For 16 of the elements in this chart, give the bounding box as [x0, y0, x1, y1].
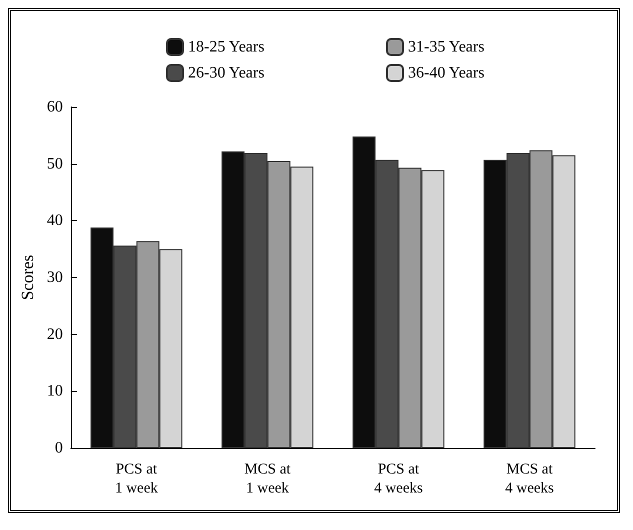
legend-label: 18-25 Years: [188, 38, 264, 56]
legend-label: 36-40 Years: [408, 64, 484, 82]
x-tick-label: MCS at 1 week: [244, 462, 292, 496]
y-tick-label: 20: [46, 326, 63, 343]
y-tick-label: 40: [46, 212, 63, 230]
y-tick-label: 10: [46, 382, 63, 400]
x-tick-label: PCS at 1 week: [114, 462, 158, 496]
x-tick-label: MCS at 4 weeks: [505, 462, 554, 496]
y-tick-label: 30: [46, 269, 63, 286]
legend-label: 26-30 Years: [188, 64, 264, 82]
y-axis-title: Scores: [18, 254, 37, 300]
y-tick-label: 0: [54, 440, 63, 456]
x-tick-label: PCS at 4 weeks: [374, 462, 423, 496]
y-tick-label: 50: [46, 155, 63, 172]
y-tick-label: 60: [46, 98, 63, 116]
legend-label: 31-35 Years: [408, 38, 484, 56]
